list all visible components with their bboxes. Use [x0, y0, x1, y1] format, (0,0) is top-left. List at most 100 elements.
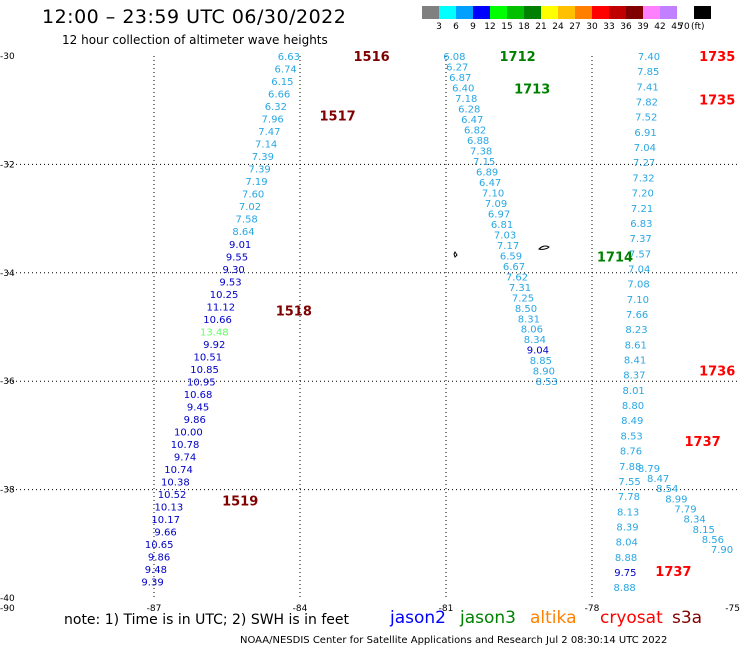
- wave-value: 9.86: [184, 415, 206, 426]
- scale-swatch: [626, 6, 643, 19]
- wave-value: 6.47: [461, 115, 483, 126]
- scale-label: 6: [453, 22, 459, 32]
- wave-value: 6.59: [500, 251, 522, 262]
- wave-value: 6.82: [464, 125, 486, 136]
- wave-value: 7.31: [509, 283, 531, 294]
- wave-value: 10.78: [171, 440, 200, 451]
- page-subtitle: 12 hour collection of altimeter wave hei…: [62, 33, 328, 47]
- pass-time-label: 1737: [685, 435, 721, 450]
- wave-value: 9.92: [203, 340, 225, 351]
- wave-value: 7.02: [239, 202, 261, 213]
- wave-value: 8.76: [620, 447, 642, 458]
- wave-value: 8.47: [647, 474, 669, 485]
- wave-value: 8.85: [530, 356, 552, 367]
- lat-tick-label: -32: [0, 160, 15, 170]
- wave-value: 6.91: [634, 128, 656, 139]
- wave-value: 7.03: [494, 230, 516, 241]
- pass-time-label: 1518: [276, 305, 312, 320]
- wave-value: 8.64: [232, 227, 254, 238]
- scale-swatch: [439, 6, 456, 19]
- wave-value: 6.81: [491, 220, 513, 231]
- wave-value: 10.74: [164, 465, 193, 476]
- scale-swatch: [524, 6, 541, 19]
- wave-value: 7.38: [470, 146, 492, 157]
- wave-value: 10.66: [203, 315, 232, 326]
- wave-value: 8.90: [533, 367, 555, 378]
- mission-jason3: jason3: [460, 608, 516, 628]
- wave-value: 6.15: [271, 77, 293, 88]
- wave-value: 8.49: [621, 416, 643, 427]
- wave-value: 7.88: [619, 462, 641, 473]
- wave-value: 8.56: [702, 535, 724, 546]
- scale-swatch: [694, 6, 711, 19]
- scale-label: 9: [470, 22, 476, 32]
- wave-value: 8.80: [622, 401, 644, 412]
- wave-value: 8.15: [693, 525, 715, 536]
- wave-value: 9.48: [145, 565, 167, 576]
- wave-value: 8.39: [616, 523, 638, 534]
- pass-time-label: 1714: [597, 251, 633, 266]
- scale-label: 36: [620, 22, 632, 32]
- wave-value: 10.51: [193, 352, 222, 363]
- scale-swatch: [592, 6, 609, 19]
- wave-value: 7.41: [636, 82, 658, 93]
- wave-value: 9.30: [223, 265, 245, 276]
- wave-value: 6.97: [488, 209, 510, 220]
- wave-value: 7.32: [632, 173, 654, 184]
- scale-swatch: [473, 6, 490, 19]
- scale-swatch: [575, 6, 592, 19]
- wave-value: 7.37: [630, 234, 652, 245]
- wave-value: 7.85: [637, 67, 659, 78]
- wave-value: 9.45: [187, 403, 209, 414]
- wave-value: 7.04: [634, 143, 656, 154]
- wave-value: 9.74: [174, 453, 196, 464]
- pass-time-label: 1517: [320, 110, 356, 125]
- wave-value: 7.14: [255, 140, 277, 151]
- wave-value: 8.61: [625, 340, 647, 351]
- wave-value: 7.78: [618, 492, 640, 503]
- wave-value: 7.18: [455, 94, 477, 105]
- islet-shape: [453, 251, 458, 258]
- pass-time-label: 1516: [354, 50, 390, 65]
- wave-value: 9.66: [154, 528, 176, 539]
- wave-value: 8.31: [518, 314, 540, 325]
- scale-swatch: [643, 6, 660, 19]
- pass-time-label: 1519: [222, 494, 258, 509]
- scale-label: 24: [552, 22, 564, 32]
- scale-label: 15: [501, 22, 513, 32]
- wave-value: 6.66: [268, 90, 290, 101]
- wave-value: 9.55: [226, 252, 248, 263]
- wave-value: 9.39: [141, 578, 163, 589]
- wave-value: 7.25: [512, 293, 534, 304]
- wave-value: 8.50: [515, 304, 537, 315]
- scale-label: 12: [484, 22, 496, 32]
- page-title: 12:00 – 23:59 UTC 06/30/2022: [42, 6, 347, 28]
- wave-value: 8.13: [617, 507, 639, 518]
- lon-tick-label: -78: [585, 604, 600, 614]
- wave-value: 7.20: [632, 189, 654, 200]
- wave-value: 10.65: [145, 540, 174, 551]
- wave-value: 7.21: [631, 204, 653, 215]
- wave-value: 7.90: [711, 545, 733, 556]
- wave-value: 7.39: [249, 165, 271, 176]
- scale-label: 70: [678, 22, 690, 32]
- scale-swatch: [677, 6, 694, 19]
- scale-label: 30: [586, 22, 598, 32]
- pass-time-label: 1735: [699, 93, 735, 108]
- time-labels: 1516 1517 1518 1519 1712 1713 1714 1735 1735 1736…: [222, 50, 735, 580]
- wave-value: 13.48: [200, 327, 229, 338]
- wave-value: 10.95: [187, 378, 216, 389]
- scale-swatch: [609, 6, 626, 19]
- lat-tick-label: -34: [0, 269, 15, 279]
- wave-value: 10.00: [174, 428, 203, 439]
- wave-value: 9.04: [527, 346, 549, 357]
- wave-value: 7.55: [618, 477, 640, 488]
- wave-value: 6.40: [452, 84, 474, 95]
- wave-value: 11.12: [206, 302, 235, 313]
- scale-label: 39: [637, 22, 649, 32]
- pass-time-label: 1735: [699, 50, 735, 65]
- island-shape: [538, 245, 550, 250]
- pass-time-label: 1713: [514, 83, 550, 98]
- scale-swatch: [507, 6, 524, 19]
